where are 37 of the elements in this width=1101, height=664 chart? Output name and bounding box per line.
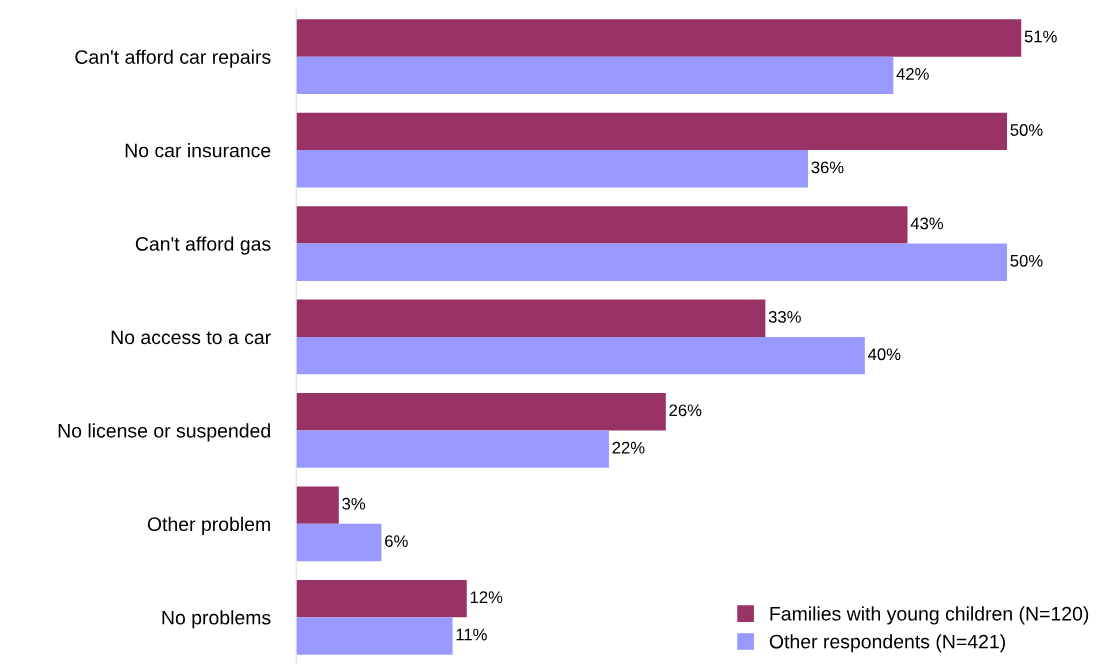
y-tick-label: No license or suspended (58, 423, 270, 442)
data-label: 6% (385, 535, 408, 548)
legend-label: Other respondents (N=421) (769, 634, 1005, 653)
legend-label: Families with young children (N=120) (770, 606, 1089, 625)
data-label: 22% (612, 441, 645, 454)
data-label: 42% (896, 68, 929, 80)
bar (296, 56, 894, 95)
data-label: 50% (1010, 254, 1043, 267)
data-label: 11% (456, 628, 487, 641)
bar (296, 19, 1022, 57)
data-label: 50% (1010, 124, 1043, 136)
bar (296, 617, 453, 655)
bar (296, 523, 382, 562)
data-label: 36% (811, 161, 844, 174)
y-tick-label: Can't afford car repairs (75, 49, 271, 68)
y-tick-label: No problems (162, 610, 271, 629)
data-label: 33% (768, 310, 801, 323)
bar (296, 206, 908, 244)
data-label: 12% (470, 591, 503, 603)
y-tick-label: Other problem (147, 516, 270, 535)
y-tick-label: Can't afford gas (135, 236, 271, 255)
data-label: 40% (868, 348, 901, 361)
data-label: 51% (1024, 30, 1057, 43)
bar (296, 430, 609, 468)
bar (296, 486, 339, 524)
y-tick-label: No car insurance (125, 143, 271, 158)
bar (296, 336, 865, 375)
bar (296, 150, 808, 188)
bar (296, 299, 766, 337)
data-label: 3% (342, 497, 366, 510)
bar (296, 393, 666, 431)
data-label: 43% (910, 217, 944, 230)
data-label: 26% (669, 404, 702, 417)
bar (296, 243, 1008, 281)
bar (296, 112, 1008, 151)
y-tick-label: No access to a car (111, 330, 271, 345)
bar (296, 579, 467, 618)
